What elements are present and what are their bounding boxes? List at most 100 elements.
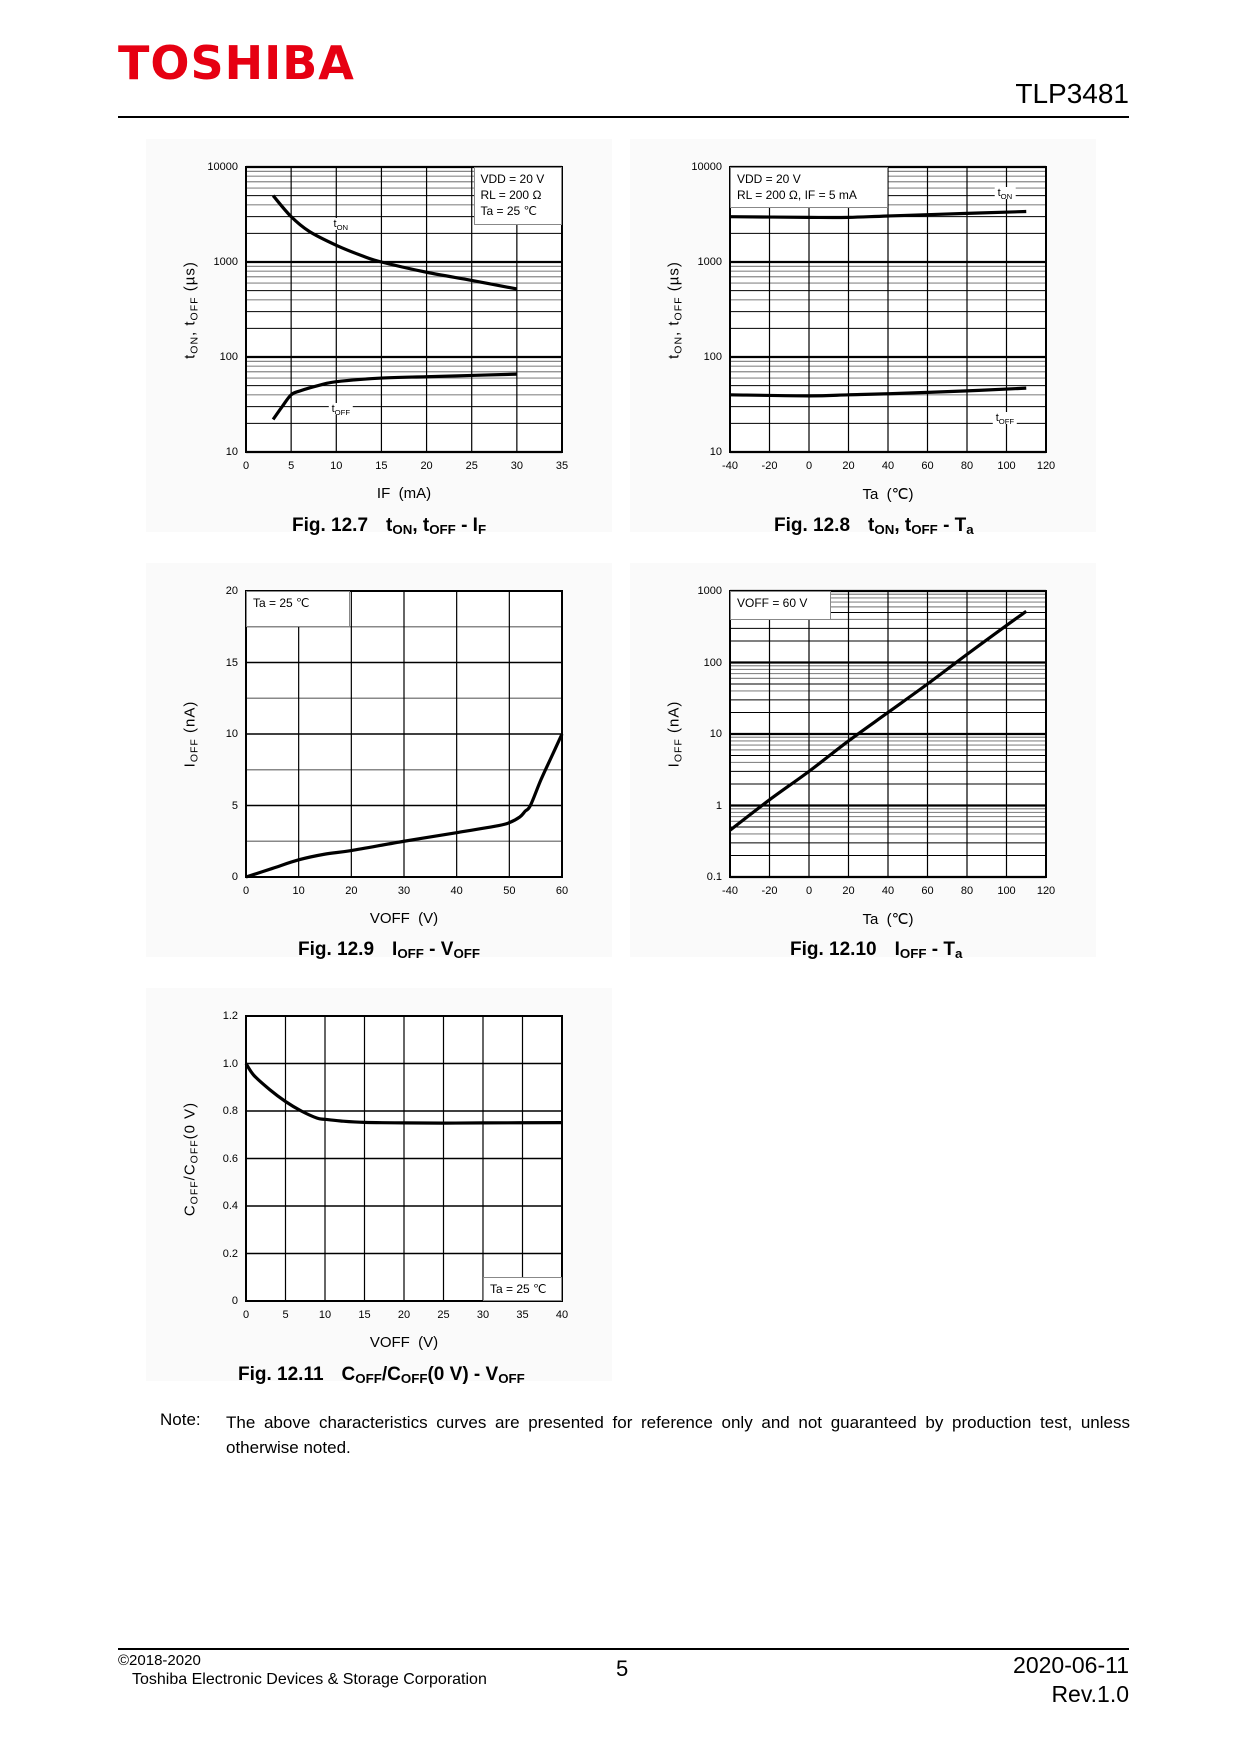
footer-divider (118, 1648, 1129, 1650)
note-text: The above characteristics curves are pre… (226, 1413, 1130, 1457)
x-tick-label: 30 (510, 460, 523, 472)
series-line (244, 1062, 563, 1125)
figure-number: Fig. 12.8 (774, 515, 851, 536)
x-tick-label: -20 (761, 460, 778, 472)
header-divider (118, 116, 1129, 118)
y-axis-label: tON, tOFF (µs) (665, 260, 685, 359)
figure-title: IOFF - VOFF (392, 939, 481, 961)
y-tick-label: 1 (715, 799, 722, 812)
x-tick-label: 15 (358, 1309, 371, 1321)
x-tick-label: 5 (288, 460, 295, 472)
x-tick-label: -40 (722, 885, 738, 897)
chart-fig-12-9: 0 5 10 15 20 0 10 20 30 40 50 60 VOFF (V) IOFF (nA) Ta… (182, 585, 569, 927)
copyright: ©2018-2020 (118, 1652, 201, 1669)
y-tick-label: 0.8 (222, 1105, 238, 1117)
y-tick-label: 10000 (207, 161, 238, 173)
figure-number: Fig. 12.10 (790, 939, 877, 960)
chart-fig-12-8: 10 100 1000 10000 -40 -20 0 20 40 60 80 100 120 Ta (℃… (666, 161, 1056, 503)
x-axis-label: Ta (℃) (862, 911, 914, 928)
plot-frame (729, 590, 1047, 878)
x-tick-label: 100 (997, 460, 1016, 472)
x-tick-label: 35 (555, 460, 569, 472)
chart-fig-12-10: 0.1 1 10 100 1000 -40 -20 0 20 40 60 80 100 120 Ta (℃)… (666, 585, 1056, 928)
series-line-toff (729, 386, 1027, 398)
curve-label-ton: tON (994, 186, 1016, 200)
y-tick-label: 1000 (697, 585, 722, 597)
x-tick-label: 35 (516, 1309, 529, 1321)
x-axis-label: VOFF (V) (369, 1334, 439, 1351)
figure-number: Fig. 12.7 (292, 515, 369, 536)
y-tick-label: 1.2 (222, 1010, 238, 1022)
legend-line: VDD = 20 V (480, 172, 545, 186)
x-tick-label: 10 (292, 885, 305, 897)
x-tick-label: 80 (960, 885, 974, 897)
x-tick-label: 60 (921, 885, 934, 897)
x-tick-label: -20 (761, 885, 778, 897)
y-axis-label: tON, tOFF (µs) (181, 260, 201, 359)
series-line-ton (271, 194, 518, 291)
x-tick-label: 50 (503, 885, 516, 897)
legend-line: RL = 200 Ω (480, 188, 542, 202)
series-line-ton (729, 209, 1027, 220)
x-tick-label: 0 (242, 1309, 250, 1321)
y-tick-label: 0.2 (222, 1247, 238, 1260)
revision: Rev.1.0 (1051, 1681, 1129, 1707)
figure-title: COFF/COFF(0 V) - VOFF (341, 1364, 525, 1386)
x-tick-label: 25 (465, 460, 478, 472)
x-tick-label: 0 (805, 460, 813, 472)
y-tick-label: 100 (219, 351, 238, 363)
x-tick-label: 0 (805, 885, 813, 897)
y-tick-label: 1.0 (222, 1057, 238, 1070)
legend-box: Ta = 25 ℃ (483, 1276, 562, 1301)
x-tick-label: 20 (397, 1309, 411, 1321)
y-tick-label: 10 (709, 446, 722, 458)
legend-box: VDD = 20 V RL = 200 Ω, IF = 5 mA (730, 167, 888, 209)
series-line (245, 733, 564, 879)
x-tick-label: 60 (921, 460, 934, 472)
y-tick-label: 10000 (691, 161, 722, 173)
y-tick-label: 1000 (697, 256, 722, 268)
x-tick-label: 20 (420, 460, 433, 472)
legend-line: RL = 200 Ω, IF = 5 mA (737, 188, 857, 202)
figure-caption: Fig. 12.10 IOFF - Ta (790, 939, 962, 961)
curve-label-ton: tON (330, 218, 352, 231)
y-tick-label: 1000 (213, 256, 238, 268)
chart-svg (244, 1015, 563, 1302)
note-label: Note: (160, 1410, 201, 1429)
curve-label-toff: tOFF (328, 403, 354, 417)
figure-number: Fig. 12.11 (238, 1364, 324, 1385)
x-tick-label: 100 (997, 885, 1016, 897)
x-tick-label: 20 (842, 460, 855, 472)
legend-line: Ta = 25 ℃ (490, 1281, 547, 1296)
x-tick-label: 20 (345, 885, 358, 897)
chart-svg (729, 589, 1047, 879)
y-axis-label: IOFF (nA) (665, 700, 685, 768)
figure-caption: Fig. 12.7 tON, tOFF - IF (292, 515, 486, 537)
x-tick-label: 120 (1036, 460, 1056, 472)
y-tick-label: 0.6 (222, 1152, 238, 1165)
legend-line: VOFF = 60 V (737, 596, 808, 610)
x-tick-label: 40 (881, 885, 895, 897)
figure-number: Fig. 12.9 (298, 939, 375, 960)
y-tick-label: 15 (225, 656, 238, 669)
y-tick-label: 0.1 (706, 871, 722, 883)
x-axis-label: VOFF (V) (369, 910, 439, 927)
y-axis-label: COFF/COFF(0 V) (181, 1101, 201, 1216)
x-tick-label: 30 (476, 1309, 490, 1321)
x-tick-label: 40 (881, 460, 895, 472)
plot-frame (245, 1015, 563, 1302)
y-axis-label: IOFF (nA) (181, 700, 201, 768)
x-axis-label: Ta (℃) (862, 486, 914, 503)
chart-svg (729, 165, 1047, 454)
x-tick-label: 25 (437, 1309, 450, 1321)
y-tick-label: 0 (231, 1295, 238, 1307)
chart-svg (245, 590, 564, 879)
x-tick-label: 10 (330, 460, 343, 472)
x-tick-label: 40 (555, 1309, 569, 1321)
y-tick-label: 10 (709, 728, 722, 740)
figure-caption: Fig. 12.8 tON, tOFF - Ta (774, 515, 974, 537)
figure-caption: Fig. 12.9 IOFF - VOFF (298, 939, 480, 961)
x-axis-label: IF (mA) (376, 485, 432, 502)
figure-title: tON, tOFF - Ta (868, 515, 974, 537)
x-tick-label: 5 (282, 1309, 289, 1321)
